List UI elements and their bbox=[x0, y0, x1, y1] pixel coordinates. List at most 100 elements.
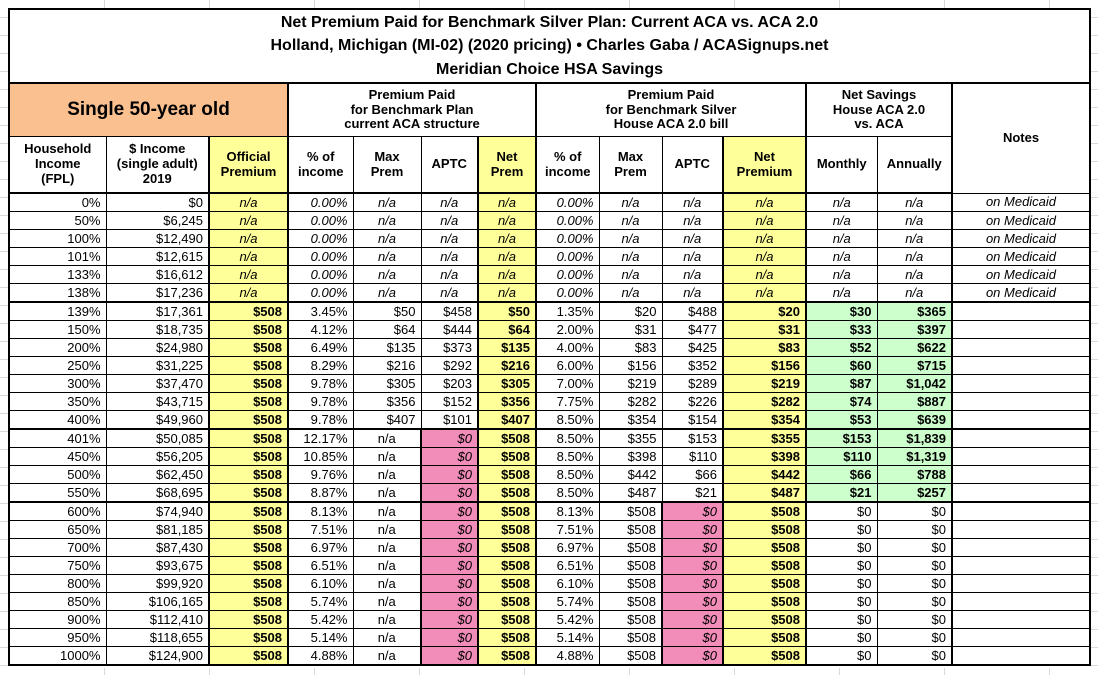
cell-max_aca[interactable]: n/a bbox=[352, 646, 422, 666]
cell-max_aca[interactable]: n/a bbox=[352, 610, 422, 629]
col-header-annually[interactable]: Annually bbox=[876, 136, 953, 194]
cell-aptc_aca[interactable]: $203 bbox=[420, 374, 479, 393]
cell-income[interactable]: $49,960 bbox=[105, 410, 210, 430]
cell-notes[interactable]: on Medicaid bbox=[951, 247, 1091, 266]
cell-aptc_aca[interactable]: $0 bbox=[420, 483, 479, 503]
cell-pct_aca2[interactable]: 0.00% bbox=[535, 211, 600, 230]
cell-net_aca[interactable]: $135 bbox=[477, 338, 537, 357]
cell-net_aca[interactable]: n/a bbox=[477, 229, 537, 248]
cell-net_aca2[interactable]: $508 bbox=[722, 592, 807, 611]
cell-pct_aca[interactable]: 9.76% bbox=[287, 465, 354, 484]
cell-pct_aca2[interactable]: 0.00% bbox=[535, 229, 600, 248]
cell-max_aca2[interactable]: $282 bbox=[598, 392, 663, 411]
cell-monthly[interactable]: n/a bbox=[805, 283, 878, 303]
cell-monthly[interactable]: $0 bbox=[805, 520, 878, 539]
cell-monthly[interactable]: $0 bbox=[805, 556, 878, 575]
cell-notes[interactable]: on Medicaid bbox=[951, 265, 1091, 284]
cell-aptc_aca2[interactable]: $289 bbox=[661, 374, 724, 393]
cell-notes[interactable]: on Medicaid bbox=[951, 192, 1091, 212]
cell-fpl[interactable]: 700% bbox=[8, 538, 107, 557]
cell-aptc_aca[interactable]: $292 bbox=[420, 356, 479, 375]
cell-aptc_aca[interactable]: $0 bbox=[420, 556, 479, 575]
cell-notes[interactable] bbox=[951, 592, 1091, 611]
cell-annually[interactable]: $0 bbox=[876, 501, 953, 521]
cell-income[interactable]: $43,715 bbox=[105, 392, 210, 411]
cell-net_aca2[interactable]: $487 bbox=[722, 483, 807, 503]
cell-net_aca2[interactable]: $508 bbox=[722, 556, 807, 575]
cell-annually[interactable]: $1,042 bbox=[876, 374, 953, 393]
cell-max_aca[interactable]: n/a bbox=[352, 556, 422, 575]
col-header-monthly[interactable]: Monthly bbox=[805, 136, 878, 194]
cell-monthly[interactable]: $21 bbox=[805, 483, 878, 503]
cell-monthly[interactable]: $0 bbox=[805, 501, 878, 521]
cell-aptc_aca2[interactable]: $21 bbox=[661, 483, 724, 503]
cell-monthly[interactable]: $0 bbox=[805, 646, 878, 666]
cell-aptc_aca[interactable]: $0 bbox=[420, 628, 479, 647]
cell-annually[interactable]: $257 bbox=[876, 483, 953, 503]
cell-net_aca2[interactable]: $442 bbox=[722, 465, 807, 484]
cell-net_aca[interactable]: $508 bbox=[477, 646, 537, 666]
cell-fpl[interactable]: 133% bbox=[8, 265, 107, 284]
cell-pct_aca[interactable]: 5.14% bbox=[287, 628, 354, 647]
cell-income[interactable]: $124,900 bbox=[105, 646, 210, 666]
cell-monthly[interactable]: $87 bbox=[805, 374, 878, 393]
cell-pct_aca2[interactable]: 1.35% bbox=[535, 301, 600, 321]
cell-income[interactable]: $106,165 bbox=[105, 592, 210, 611]
cell-monthly[interactable]: n/a bbox=[805, 211, 878, 230]
cell-official[interactable]: $508 bbox=[208, 410, 289, 430]
cell-official[interactable]: $508 bbox=[208, 356, 289, 375]
cell-annually[interactable]: $0 bbox=[876, 592, 953, 611]
cell-notes[interactable] bbox=[951, 410, 1091, 430]
cell-max_aca2[interactable]: $487 bbox=[598, 483, 663, 503]
cell-aptc_aca[interactable]: n/a bbox=[420, 192, 479, 212]
col-header-net-prem-aca[interactable]: Net Prem bbox=[477, 136, 537, 194]
group-header-house-aca2[interactable]: Premium Paid for Benchmark Silver House … bbox=[535, 82, 807, 137]
cell-official[interactable]: $508 bbox=[208, 556, 289, 575]
cell-aptc_aca2[interactable]: $0 bbox=[661, 574, 724, 593]
col-header-pct-income-aca[interactable]: % of income bbox=[287, 136, 354, 194]
cell-net_aca2[interactable]: $156 bbox=[722, 356, 807, 375]
cell-pct_aca2[interactable]: 0.00% bbox=[535, 265, 600, 284]
cell-aptc_aca2[interactable]: $226 bbox=[661, 392, 724, 411]
cell-net_aca2[interactable]: $20 bbox=[722, 301, 807, 321]
cell-aptc_aca[interactable]: $0 bbox=[420, 501, 479, 521]
cell-notes[interactable] bbox=[951, 556, 1091, 575]
cell-annually[interactable]: n/a bbox=[876, 229, 953, 248]
cell-pct_aca[interactable]: 0.00% bbox=[287, 192, 354, 212]
cell-income[interactable]: $12,490 bbox=[105, 229, 210, 248]
cell-max_aca[interactable]: $407 bbox=[352, 410, 422, 430]
cell-notes[interactable] bbox=[951, 374, 1091, 393]
cell-official[interactable]: $508 bbox=[208, 646, 289, 666]
cell-income[interactable]: $24,980 bbox=[105, 338, 210, 357]
cell-aptc_aca2[interactable]: $352 bbox=[661, 356, 724, 375]
cell-fpl[interactable]: 400% bbox=[8, 410, 107, 430]
cell-annually[interactable]: $0 bbox=[876, 628, 953, 647]
cell-pct_aca[interactable]: 12.17% bbox=[287, 428, 354, 448]
cell-pct_aca2[interactable]: 8.50% bbox=[535, 465, 600, 484]
cell-aptc_aca[interactable]: n/a bbox=[420, 283, 479, 303]
cell-official[interactable]: $508 bbox=[208, 338, 289, 357]
cell-aptc_aca[interactable]: $0 bbox=[420, 592, 479, 611]
cell-net_aca2[interactable]: $83 bbox=[722, 338, 807, 357]
cell-aptc_aca2[interactable]: n/a bbox=[661, 229, 724, 248]
col-header-net-premium-aca2[interactable]: Net Premium bbox=[722, 136, 807, 194]
group-header-single-50-year-old[interactable]: Single 50-year old bbox=[8, 82, 289, 137]
cell-aptc_aca[interactable]: $0 bbox=[420, 610, 479, 629]
cell-max_aca2[interactable]: n/a bbox=[598, 265, 663, 284]
cell-pct_aca2[interactable]: 0.00% bbox=[535, 283, 600, 303]
cell-net_aca[interactable]: n/a bbox=[477, 192, 537, 212]
cell-max_aca2[interactable]: $31 bbox=[598, 320, 663, 339]
cell-monthly[interactable]: n/a bbox=[805, 265, 878, 284]
cell-max_aca[interactable]: n/a bbox=[352, 465, 422, 484]
cell-monthly[interactable]: n/a bbox=[805, 229, 878, 248]
cell-monthly[interactable]: $0 bbox=[805, 592, 878, 611]
cell-fpl[interactable]: 100% bbox=[8, 229, 107, 248]
cell-official[interactable]: n/a bbox=[208, 229, 289, 248]
cell-pct_aca2[interactable]: 8.13% bbox=[535, 501, 600, 521]
cell-monthly[interactable]: $0 bbox=[805, 538, 878, 557]
cell-max_aca[interactable]: $64 bbox=[352, 320, 422, 339]
cell-aptc_aca2[interactable]: $488 bbox=[661, 301, 724, 321]
cell-income[interactable]: $68,695 bbox=[105, 483, 210, 503]
cell-net_aca2[interactable]: n/a bbox=[722, 265, 807, 284]
cell-fpl[interactable]: 600% bbox=[8, 501, 107, 521]
